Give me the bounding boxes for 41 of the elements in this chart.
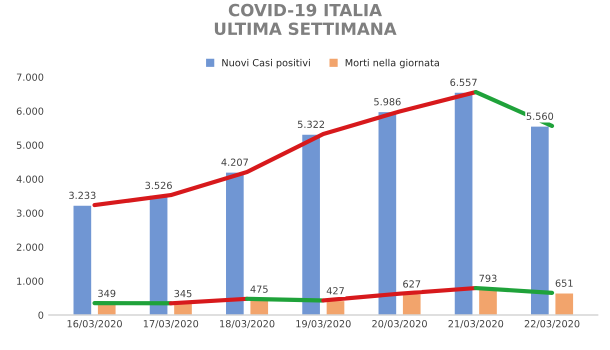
bar [554, 292, 574, 315]
x-tick-label: 17/03/2020 [144, 320, 198, 328]
y-tick-label: 0 [38, 311, 44, 319]
bar [224, 171, 246, 315]
data-label: 5.322 [298, 120, 324, 128]
data-label: 349 [98, 290, 116, 298]
x-tick-label: 19/03/2020 [296, 320, 351, 328]
data-label: 651 [556, 279, 573, 287]
x-tick-label: 18/03/2020 [220, 320, 274, 328]
legend-label: Nuovi Casi positivi [222, 58, 310, 68]
y-tick-label: 3.000 [16, 209, 44, 217]
x-tick-label: 20/03/2020 [372, 320, 427, 328]
data-label: 3.233 [69, 192, 96, 200]
x-tick-label: 16/03/2020 [68, 320, 122, 328]
bar [377, 110, 398, 315]
y-tick-label: 4.000 [16, 175, 44, 183]
legend-label: Morti nella giornata [346, 58, 439, 68]
data-label: 475 [250, 286, 268, 293]
y-tick-label: 7.000 [16, 73, 44, 81]
bar [453, 91, 474, 315]
bar [530, 125, 550, 315]
data-label: 6.557 [450, 78, 477, 86]
data-label: 345 [174, 290, 192, 298]
data-label: 627 [403, 280, 420, 288]
data-label: 427 [326, 287, 344, 294]
bar [300, 133, 322, 315]
data-label: 793 [480, 274, 496, 282]
y-tick-label: 6.000 [16, 107, 44, 115]
bar [72, 204, 93, 315]
y-tick-label: 1.000 [17, 277, 44, 285]
data-label: 5.986 [374, 98, 401, 106]
bar [148, 194, 169, 315]
y-tick-label: 2.000 [16, 243, 44, 251]
data-label: 3.526 [145, 182, 172, 190]
chart-title: COVID-19 ITALIA ULTIMA SETTIMANA [214, 4, 397, 36]
x-tick-label: 22/03/2020 [524, 320, 580, 328]
data-label: 5.560 [526, 112, 554, 120]
data-label: 4.207 [221, 158, 248, 166]
x-tick-label: 21/03/2020 [448, 320, 504, 328]
bar [402, 292, 422, 315]
y-tick-label: 5.000 [16, 141, 44, 149]
